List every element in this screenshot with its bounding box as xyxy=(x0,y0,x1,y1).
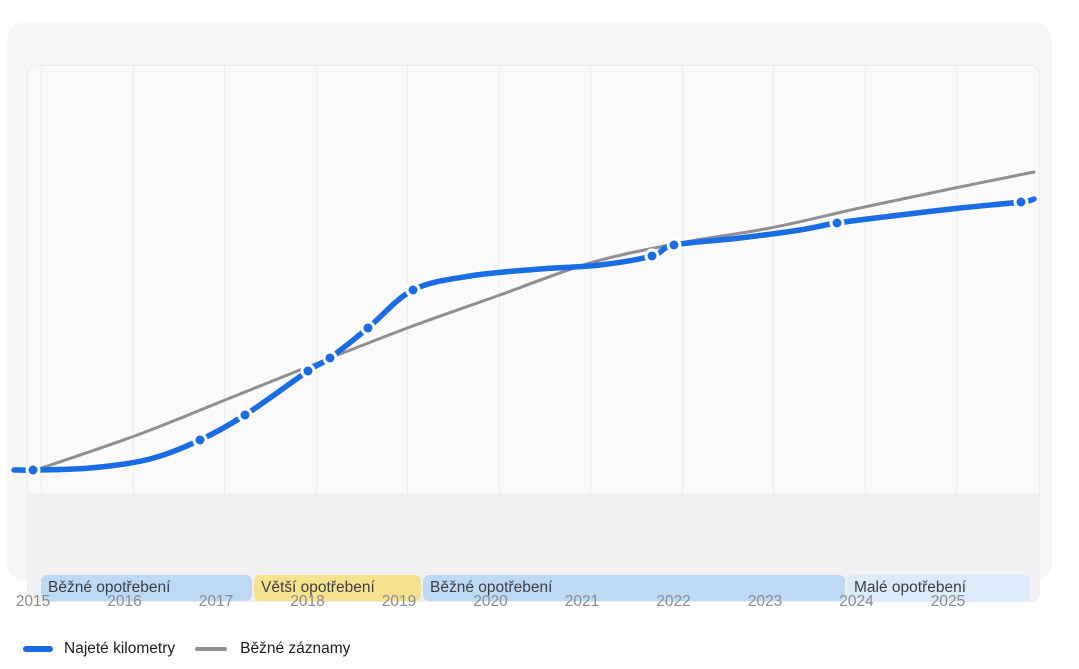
x-tick-2015: 2015 xyxy=(15,593,51,610)
x-tick-2019: 2019 xyxy=(381,593,417,610)
chart-card: Běžné opotřebení Větší opotřebení Běžné op… xyxy=(7,22,1052,602)
chart-legend: Najeté kilometry Běžné záznamy xyxy=(23,639,350,659)
x-tick-2023: 2023 xyxy=(747,593,783,610)
x-tick-2017: 2017 xyxy=(198,593,234,610)
wear-band-1: Běžné opotřebení xyxy=(41,575,252,601)
x-tick-2024: 2024 xyxy=(839,593,874,610)
x-tick-2025: 2025 xyxy=(930,593,966,610)
legend-item-b-n-z-znamy[interactable]: Běžné záznamy xyxy=(195,640,350,658)
legend-swatch-line-thick xyxy=(23,646,53,652)
x-tick-2020: 2020 xyxy=(473,593,508,610)
legend-label: Běžné záznamy xyxy=(240,640,351,657)
plot-area: Běžné opotřebení Větší opotřebení Běžné op… xyxy=(27,65,1040,602)
x-tick-2022: 2022 xyxy=(656,593,691,610)
legend-label: Najeté kilometry xyxy=(64,640,176,657)
wear-band-2: Větší opotřebení xyxy=(254,575,421,601)
legend-swatch-line-thin xyxy=(195,647,228,651)
x-tick-2016: 2016 xyxy=(107,593,142,610)
x-axis: 2015 2016 2017 2018 2019 2020 2021 2022 2023 2024… xyxy=(0,593,1079,615)
wear-band-3: Běžné opotřebení xyxy=(423,575,845,601)
legend-item-najet-kilometry[interactable]: Najeté kilometry xyxy=(23,640,175,658)
x-tick-2018: 2018 xyxy=(290,593,325,610)
wear-band-4: Malé opotřebení xyxy=(847,575,1030,601)
x-tick-2021: 2021 xyxy=(564,593,600,610)
